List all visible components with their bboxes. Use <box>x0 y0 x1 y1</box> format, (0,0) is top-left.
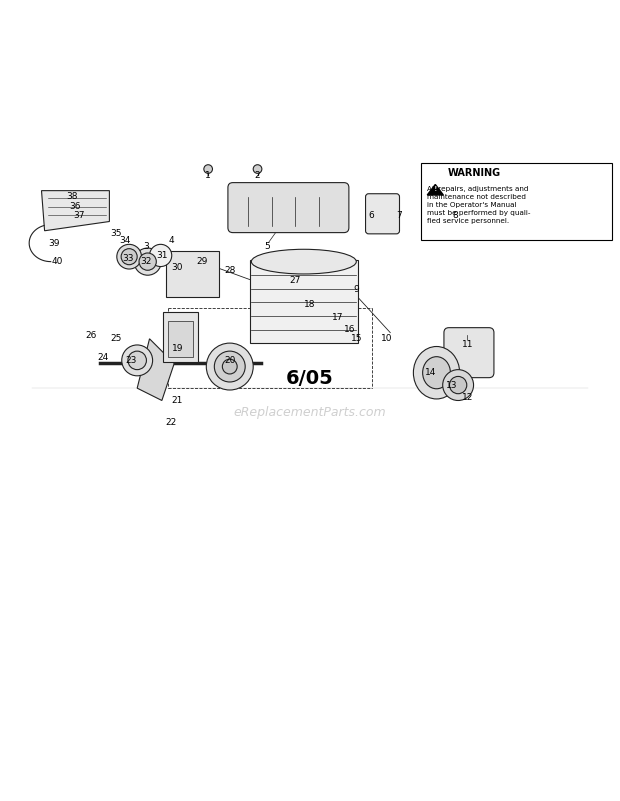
Text: 29: 29 <box>197 257 208 266</box>
Text: All repairs, adjustments and
maintenance not described
in the Operator's Manual
: All repairs, adjustments and maintenance… <box>427 187 531 224</box>
Text: 13: 13 <box>446 380 458 389</box>
Text: 36: 36 <box>69 202 81 211</box>
Circle shape <box>121 248 137 264</box>
Text: 18: 18 <box>304 300 316 309</box>
Ellipse shape <box>414 347 459 399</box>
Text: eReplacementParts.com: eReplacementParts.com <box>234 406 386 420</box>
Text: 20: 20 <box>224 356 236 365</box>
Circle shape <box>443 369 474 400</box>
Text: 4: 4 <box>168 235 174 244</box>
Text: 10: 10 <box>381 334 393 344</box>
Text: 15: 15 <box>350 334 362 344</box>
Text: 21: 21 <box>172 396 183 405</box>
Ellipse shape <box>251 249 356 274</box>
Circle shape <box>223 359 237 374</box>
FancyBboxPatch shape <box>166 251 219 297</box>
Text: WARNING: WARNING <box>448 168 501 179</box>
Circle shape <box>450 376 467 394</box>
Text: 6: 6 <box>369 211 374 219</box>
Circle shape <box>253 165 262 173</box>
Text: 39: 39 <box>48 239 60 248</box>
Text: 7: 7 <box>397 211 402 219</box>
Text: 23: 23 <box>125 356 136 365</box>
Text: 32: 32 <box>141 257 152 266</box>
FancyBboxPatch shape <box>163 312 198 362</box>
Text: 19: 19 <box>172 344 183 352</box>
Text: 40: 40 <box>51 257 63 266</box>
Text: 33: 33 <box>122 254 134 263</box>
FancyBboxPatch shape <box>444 328 494 377</box>
Text: !: ! <box>433 187 437 192</box>
Text: 17: 17 <box>332 312 343 322</box>
Polygon shape <box>42 191 109 231</box>
Text: 5: 5 <box>264 242 270 251</box>
Circle shape <box>139 253 156 270</box>
Text: 2: 2 <box>255 171 260 179</box>
Text: 9: 9 <box>353 285 359 294</box>
Text: 25: 25 <box>110 334 122 344</box>
Text: 12: 12 <box>462 393 473 402</box>
Text: 37: 37 <box>73 211 84 219</box>
Circle shape <box>204 165 213 173</box>
FancyBboxPatch shape <box>366 194 399 234</box>
Text: 22: 22 <box>166 417 177 427</box>
Circle shape <box>215 351 245 382</box>
Ellipse shape <box>423 356 450 388</box>
Circle shape <box>206 343 253 390</box>
Text: 24: 24 <box>97 352 109 362</box>
Text: 38: 38 <box>66 192 78 201</box>
Text: 11: 11 <box>462 340 473 349</box>
Circle shape <box>149 244 172 267</box>
Polygon shape <box>137 339 174 400</box>
Text: 26: 26 <box>85 331 97 340</box>
Text: 16: 16 <box>344 325 356 334</box>
FancyBboxPatch shape <box>421 163 613 240</box>
Circle shape <box>122 345 153 376</box>
FancyBboxPatch shape <box>228 183 349 232</box>
Text: 27: 27 <box>289 276 300 284</box>
Circle shape <box>128 351 146 369</box>
FancyBboxPatch shape <box>250 260 358 343</box>
Text: 34: 34 <box>119 235 131 244</box>
Text: 31: 31 <box>156 251 167 260</box>
Text: 28: 28 <box>224 267 236 276</box>
Polygon shape <box>427 184 443 195</box>
Circle shape <box>134 248 161 276</box>
Text: 3: 3 <box>144 242 149 251</box>
Text: 14: 14 <box>425 368 436 377</box>
Text: 6/05: 6/05 <box>286 369 334 388</box>
Text: 30: 30 <box>172 264 183 272</box>
FancyBboxPatch shape <box>168 321 193 357</box>
Text: 8: 8 <box>452 211 458 219</box>
Text: 1: 1 <box>205 171 211 179</box>
Circle shape <box>117 244 141 269</box>
Text: 35: 35 <box>110 229 122 239</box>
